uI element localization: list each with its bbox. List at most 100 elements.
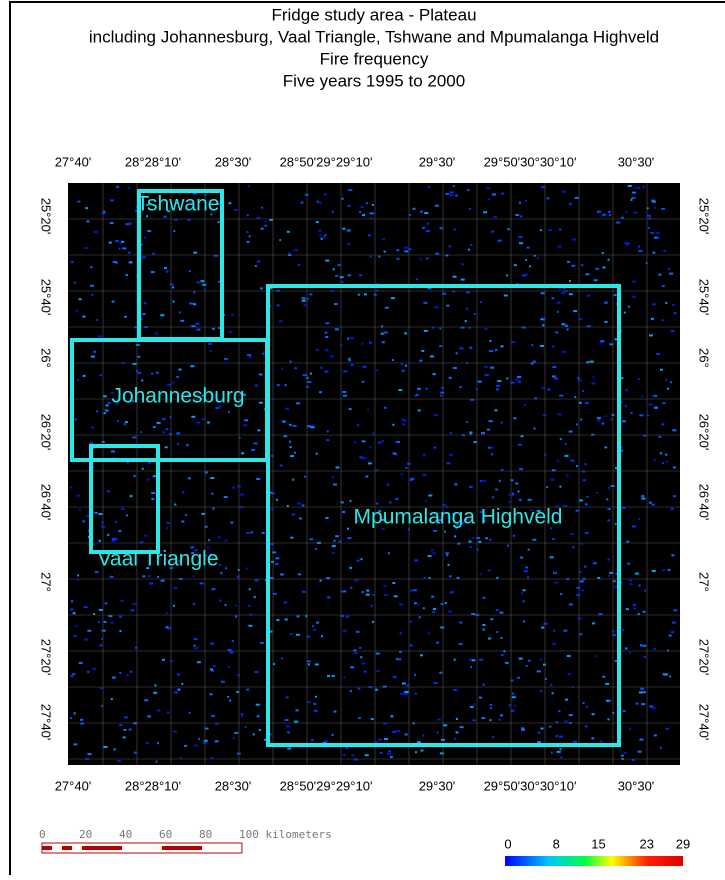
- fire-pixel: [194, 745, 197, 747]
- fire-pixel: [324, 740, 328, 742]
- fire-pixel: [633, 212, 637, 214]
- fire-pixel: [453, 689, 457, 691]
- fire-pixel: [249, 588, 251, 590]
- fire-pixel: [629, 580, 632, 582]
- fire-pixel: [311, 739, 314, 741]
- fire-pixel: [440, 392, 444, 394]
- fire-pixel: [294, 249, 298, 251]
- fire-pixel: [470, 706, 474, 708]
- fire-pixel: [593, 376, 595, 378]
- fire-pixel: [665, 454, 667, 456]
- fire-pixel: [614, 294, 617, 296]
- fire-pixel: [244, 419, 248, 421]
- fire-pixel: [433, 552, 436, 554]
- fire-pixel: [650, 232, 654, 234]
- fire-pixel: [347, 230, 351, 232]
- fire-pixel: [325, 371, 329, 373]
- fire-pixel: [569, 280, 571, 282]
- fire-pixel: [119, 672, 121, 674]
- left-label: 25°40': [39, 279, 54, 316]
- fire-pixel: [285, 619, 288, 621]
- fire-pixel: [568, 673, 571, 675]
- fire-pixel: [382, 440, 384, 442]
- fire-pixel: [342, 198, 344, 200]
- fire-pixel: [492, 194, 496, 196]
- fire-pixel: [608, 259, 610, 261]
- fire-pixel: [293, 425, 297, 427]
- fire-pixel: [185, 514, 187, 516]
- fire-pixel: [157, 576, 159, 578]
- fire-pixel: [193, 575, 195, 577]
- fire-pixel: [426, 257, 428, 259]
- fire-pixel: [123, 729, 126, 731]
- fire-pixel: [445, 552, 449, 554]
- fire-pixel: [179, 369, 182, 371]
- fire-pixel: [605, 415, 607, 417]
- fire-pixel: [228, 666, 230, 668]
- fire-pixel: [423, 302, 427, 304]
- fire-pixel: [671, 554, 674, 556]
- fire-pixel: [460, 386, 462, 388]
- fire-pixel: [608, 487, 610, 489]
- fire-pixel: [276, 619, 279, 621]
- fire-pixel: [225, 567, 227, 569]
- fire-pixel: [638, 250, 642, 252]
- fire-pixel: [632, 192, 636, 194]
- fire-pixel: [126, 274, 128, 276]
- fire-pixel: [501, 654, 504, 656]
- fire-pixel: [358, 294, 360, 296]
- fire-pixel: [309, 293, 312, 295]
- fire-pixel: [365, 754, 369, 756]
- fire-pixel: [124, 316, 127, 318]
- fire-pixel: [393, 452, 396, 454]
- fire-pixel: [441, 387, 444, 389]
- fire-pixel: [79, 509, 81, 511]
- fire-pixel: [639, 585, 641, 587]
- fire-pixel: [211, 493, 213, 495]
- fire-pixel: [592, 622, 595, 624]
- fire-pixel: [170, 283, 174, 285]
- fire-pixel: [119, 616, 122, 618]
- map-figure: Fridge study area - Plateauincluding Joh…: [0, 0, 725, 875]
- fire-pixel: [469, 541, 472, 543]
- fire-pixel: [496, 577, 498, 579]
- fire-pixel: [558, 246, 562, 248]
- fire-pixel: [635, 703, 638, 705]
- fire-pixel: [449, 245, 451, 247]
- fire-pixel: [373, 594, 375, 596]
- fire-pixel: [662, 285, 665, 287]
- fire-pixel: [404, 250, 408, 252]
- fire-pixel: [338, 264, 341, 266]
- fire-pixel: [232, 487, 235, 489]
- fire-pixel: [358, 424, 360, 426]
- fire-pixel: [610, 419, 612, 421]
- fire-pixel: [483, 629, 485, 631]
- scale-seg: [162, 846, 202, 850]
- fire-pixel: [425, 500, 427, 502]
- fire-pixel: [348, 274, 351, 276]
- left-label: 26°20': [39, 414, 54, 451]
- fire-pixel: [334, 303, 337, 305]
- fire-pixel: [581, 264, 583, 266]
- fire-pixel: [194, 647, 198, 649]
- fire-pixel: [119, 248, 121, 250]
- fire-pixel: [161, 580, 165, 582]
- fire-pixel: [348, 243, 350, 245]
- fire-pixel: [285, 408, 289, 410]
- fire-pixel: [509, 704, 511, 706]
- fire-pixel: [260, 642, 264, 644]
- fire-pixel: [499, 480, 501, 482]
- legend-tick: 8: [553, 836, 560, 851]
- fire-pixel: [541, 728, 544, 730]
- fire-pixel: [349, 567, 352, 569]
- fire-pixel: [279, 239, 281, 241]
- fire-pixel: [211, 588, 215, 590]
- fire-pixel: [598, 419, 600, 421]
- fire-pixel: [405, 734, 408, 736]
- fire-pixel: [140, 431, 142, 433]
- fire-pixel: [560, 593, 562, 595]
- fire-pixel: [204, 740, 208, 742]
- fire-pixel: [505, 662, 509, 664]
- fire-pixel: [70, 675, 73, 677]
- fire-pixel: [129, 223, 132, 225]
